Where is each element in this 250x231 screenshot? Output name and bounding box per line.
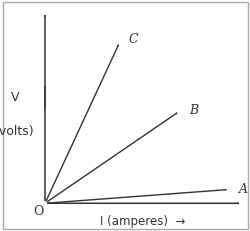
Text: C: C [129,33,138,46]
Text: A: A [239,183,248,196]
Text: V: V [11,91,19,104]
Text: I (amperes)  →: I (amperes) → [100,215,185,228]
Text: B: B [189,104,198,117]
Text: O: O [34,205,44,218]
Text: (volts): (volts) [0,125,35,138]
FancyBboxPatch shape [2,2,248,229]
